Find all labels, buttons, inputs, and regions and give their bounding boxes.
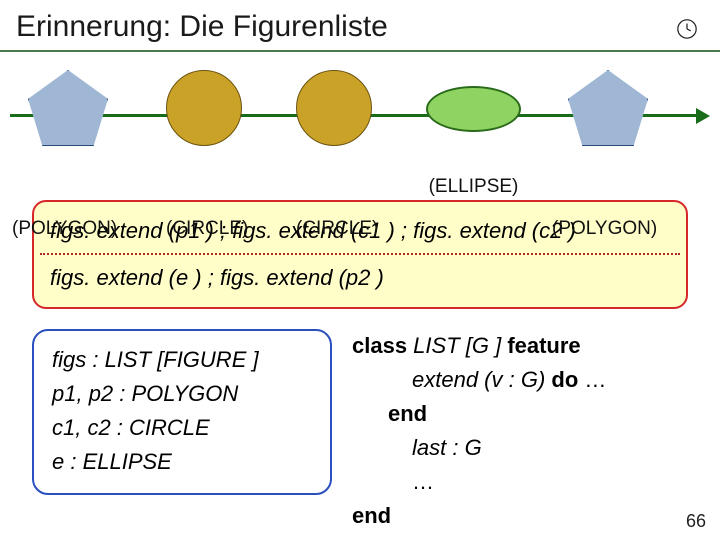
separator: [40, 253, 680, 255]
list-node-circle-2: (CIRCLE): [296, 70, 378, 240]
circle-icon: [296, 70, 372, 146]
decl-line: e : ELLIPSE: [52, 445, 312, 479]
list-arrowhead: [696, 108, 710, 124]
ellipsis: …: [352, 465, 606, 499]
page-title: Erinnerung: Die Figurenliste: [16, 10, 704, 44]
page-number: 66: [686, 511, 706, 532]
decl-line: figs : LIST [FIGURE ]: [52, 343, 312, 377]
list-node-circle-1: (CIRCLE): [166, 70, 248, 240]
node-label: (POLYGON): [12, 218, 117, 240]
pentagon-icon: [568, 70, 648, 146]
ellipse-icon: [426, 86, 521, 132]
list-node-polygon-2: (POLYGON): [568, 70, 657, 240]
clock-icon: [676, 18, 698, 40]
node-label: (ELLIPSE): [426, 176, 521, 198]
kw-do: do: [551, 367, 578, 392]
feature-extend: extend (v : G) do …: [352, 363, 606, 397]
kw-end: end: [352, 499, 606, 533]
code-line: figs. extend (e ) ; figs. extend (p2 ): [50, 259, 670, 296]
pentagon-icon: [28, 70, 108, 146]
node-label: (POLYGON): [552, 218, 657, 240]
decl-line: c1, c2 : CIRCLE: [52, 411, 312, 445]
class-head: class LIST [G ] feature: [352, 329, 606, 363]
decl-line: p1, p2 : POLYGON: [52, 377, 312, 411]
kw-end: end: [352, 397, 606, 431]
extend-sig: extend (v : G): [412, 367, 551, 392]
title-bar: Erinnerung: Die Figurenliste: [0, 0, 720, 52]
kw-class: class: [352, 333, 407, 358]
list-node-ellipse: (ELLIPSE): [426, 70, 521, 198]
ellipsis: …: [578, 367, 606, 392]
node-label: (CIRCLE): [166, 218, 248, 240]
circle-icon: [166, 70, 242, 146]
node-label: (CIRCLE): [296, 218, 378, 240]
linked-list-diagram: (POLYGON) (CIRCLE) (CIRCLE) (ELLIPSE) (P…: [0, 62, 720, 182]
bottom-row: figs : LIST [FIGURE ] p1, p2 : POLYGON c…: [32, 329, 700, 534]
class-name: LIST [G ]: [407, 333, 507, 358]
feature-last: last : G: [352, 431, 606, 465]
class-definition: class LIST [G ] feature extend (v : G) d…: [342, 329, 606, 534]
kw-feature: feature: [507, 333, 580, 358]
declarations-box: figs : LIST [FIGURE ] p1, p2 : POLYGON c…: [32, 329, 332, 495]
list-node-polygon-1: (POLYGON): [28, 70, 117, 240]
